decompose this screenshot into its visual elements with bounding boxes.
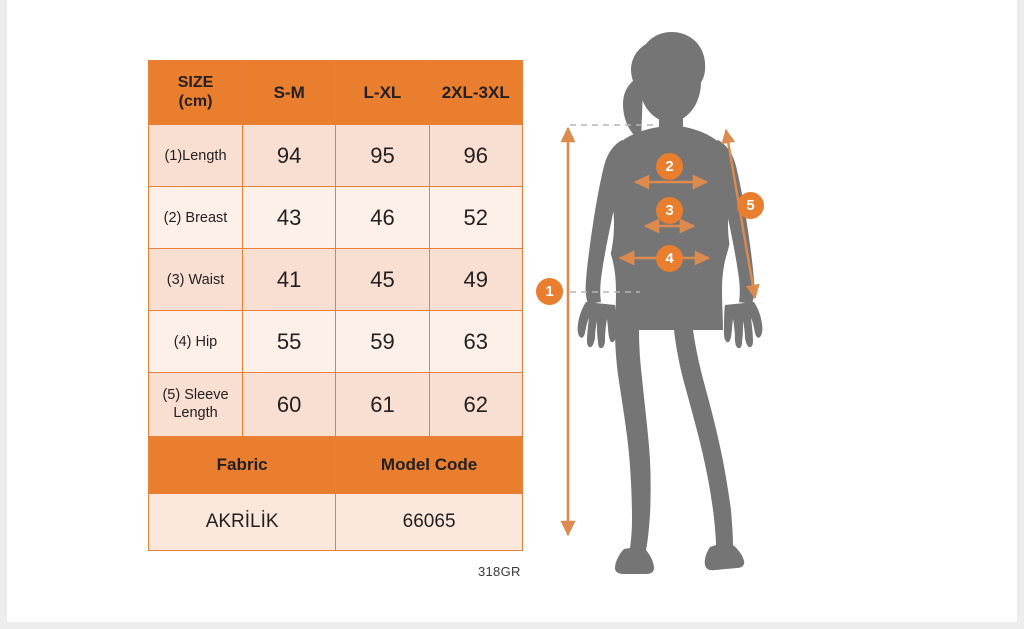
cell-sleeve-s-m: 60 — [241, 372, 337, 437]
footer-header-fabric: Fabric — [147, 436, 337, 494]
photo-edge-left — [0, 0, 7, 629]
photo-edge-right — [1017, 0, 1024, 629]
table-footer-header-row: Fabric Model Code — [147, 436, 523, 494]
row-label-breast: (2) Breast — [148, 186, 243, 249]
table-header-row: SIZE (cm) S-M L-XL 2XL-3XL — [148, 60, 523, 125]
header-col-s-m: S-M — [241, 60, 337, 125]
cell-hip-l-xl: 59 — [335, 310, 430, 373]
header-size-cell: SIZE (cm) — [148, 60, 243, 125]
table-row-length: (1)Length 94 95 96 — [148, 124, 523, 187]
footer-value-model-code: 66065 — [335, 493, 523, 551]
cell-hip-s-m: 55 — [241, 310, 337, 373]
cell-sleeve-l-xl: 61 — [335, 372, 430, 437]
header-unit-label: (cm) — [178, 92, 213, 110]
badge-5-sleeve-length: 5 — [737, 192, 764, 219]
badge-1-length: 1 — [536, 278, 563, 305]
cell-length-l-xl: 95 — [335, 124, 430, 187]
header-size-label: SIZE — [177, 74, 214, 92]
cell-length-s-m: 94 — [241, 124, 337, 187]
cell-waist-2xl-3xl: 49 — [428, 248, 523, 311]
row-label-waist: (3) Waist — [148, 248, 243, 311]
badge-2-breast: 2 — [656, 153, 683, 180]
measurement-diagram — [528, 20, 828, 600]
row-label-sleeve-length: (5) Sleeve Length — [148, 372, 243, 437]
row-label-sleeve-line2: Length — [173, 404, 218, 421]
footer-header-model-code: Model Code — [335, 436, 523, 494]
table-row-sleeve-length: (5) Sleeve Length 60 61 62 — [148, 372, 523, 437]
cell-hip-2xl-3xl: 63 — [428, 310, 523, 373]
cell-breast-s-m: 43 — [241, 186, 337, 249]
table-row-waist: (3) Waist 41 45 49 — [148, 248, 523, 311]
cell-waist-l-xl: 45 — [335, 248, 430, 311]
cell-waist-s-m: 41 — [241, 248, 337, 311]
table-footer-value-row: AKRİLİK 66065 — [147, 493, 523, 551]
size-chart-table: SIZE (cm) S-M L-XL 2XL-3XL (1)Length 94 … — [147, 60, 523, 551]
badge-4-hip: 4 — [656, 245, 683, 272]
header-col-l-xl: L-XL — [335, 60, 430, 125]
garment-weight-caption: 318GR — [478, 564, 521, 579]
table-row-breast: (2) Breast 43 46 52 — [148, 186, 523, 249]
row-label-hip: (4) Hip — [148, 310, 243, 373]
female-silhouette-svg — [560, 32, 763, 574]
table-row-hip: (4) Hip 55 59 63 — [148, 310, 523, 373]
cell-breast-l-xl: 46 — [335, 186, 430, 249]
header-col-2xl-3xl: 2XL-3XL — [428, 60, 523, 125]
row-label-length: (1)Length — [148, 124, 243, 187]
badge-3-waist: 3 — [656, 197, 683, 224]
footer-value-fabric: AKRİLİK — [147, 493, 337, 551]
row-label-sleeve-line1: (5) Sleeve — [162, 387, 229, 404]
photo-edge-bottom — [0, 622, 1024, 629]
cell-breast-2xl-3xl: 52 — [428, 186, 523, 249]
cell-length-2xl-3xl: 96 — [428, 124, 523, 187]
female-body-silhouette — [577, 32, 763, 574]
cell-sleeve-2xl-3xl: 62 — [428, 372, 523, 437]
